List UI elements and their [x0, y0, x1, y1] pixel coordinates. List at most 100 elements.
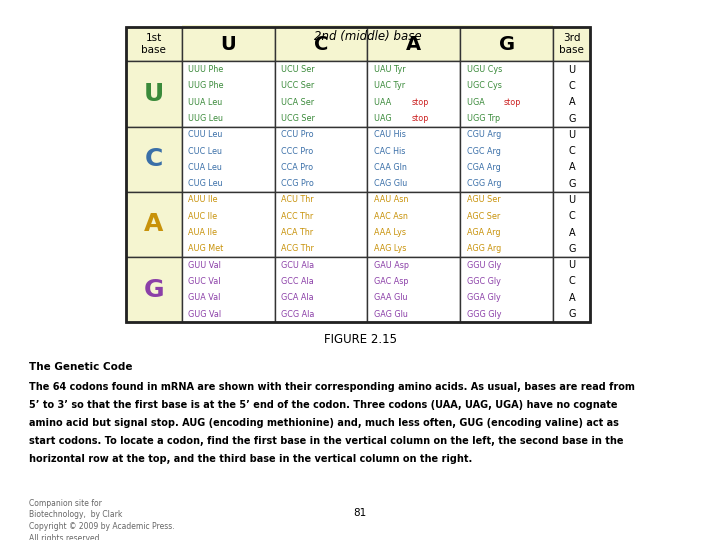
Text: GCA Ala: GCA Ala — [281, 293, 314, 302]
Text: horizontal row at the top, and the third base in the vertical column on the righ: horizontal row at the top, and the third… — [29, 454, 472, 464]
Text: AAG Lys: AAG Lys — [374, 245, 406, 253]
Text: GCC Ala: GCC Ala — [281, 277, 314, 286]
Text: A: A — [569, 293, 575, 303]
Text: U: U — [568, 195, 575, 205]
Text: CAC His: CAC His — [374, 146, 405, 156]
Text: GGU Gly: GGU Gly — [467, 261, 501, 269]
Text: AAU Asn: AAU Asn — [374, 195, 408, 205]
Text: ACA Thr: ACA Thr — [281, 228, 313, 237]
Bar — [460, 257, 553, 322]
Text: GCU Ala: GCU Ala — [281, 261, 314, 269]
Text: C: C — [569, 276, 575, 286]
Text: G: G — [568, 244, 575, 254]
Bar — [181, 27, 274, 62]
Bar — [126, 27, 181, 62]
Bar — [274, 127, 367, 192]
Bar — [367, 62, 460, 127]
Text: The 64 codons found in mRNA are shown with their corresponding amino acids. As u: The 64 codons found in mRNA are shown wi… — [29, 382, 634, 393]
Bar — [460, 62, 553, 127]
Bar — [126, 62, 181, 127]
Text: CAG Glu: CAG Glu — [374, 179, 408, 188]
Bar — [126, 27, 590, 322]
Text: FIGURE 2.15: FIGURE 2.15 — [323, 333, 397, 346]
Text: C: C — [569, 81, 575, 91]
Bar — [181, 192, 274, 257]
Text: GUU Val: GUU Val — [188, 261, 221, 269]
Text: G: G — [568, 309, 575, 319]
Bar — [367, 27, 460, 62]
Text: CCG Pro: CCG Pro — [281, 179, 314, 188]
Text: AAA Lys: AAA Lys — [374, 228, 406, 237]
Text: UGG Trp: UGG Trp — [467, 114, 500, 123]
Text: GUC Val: GUC Val — [188, 277, 221, 286]
Text: GCG Ala: GCG Ala — [281, 309, 315, 319]
Text: start codons. To locate a codon, find the first base in the vertical column on t: start codons. To locate a codon, find th… — [29, 436, 624, 446]
Text: CGU Arg: CGU Arg — [467, 130, 501, 139]
Text: AGA Arg: AGA Arg — [467, 228, 500, 237]
Bar — [367, 192, 460, 257]
Bar — [460, 192, 553, 257]
Bar — [553, 62, 590, 127]
Text: UGC Cys: UGC Cys — [467, 82, 502, 90]
Bar — [367, 127, 460, 192]
Text: Biotechnology,  by Clark: Biotechnology, by Clark — [29, 510, 122, 519]
Text: All rights reserved.: All rights reserved. — [29, 534, 102, 540]
Text: 2nd (middle) base: 2nd (middle) base — [314, 30, 421, 43]
Text: GAU Asp: GAU Asp — [374, 261, 409, 269]
Bar — [126, 192, 181, 257]
Bar — [553, 127, 590, 192]
Text: C: C — [314, 35, 328, 54]
Text: UAA: UAA — [374, 98, 394, 107]
Text: ACC Thr: ACC Thr — [281, 212, 313, 221]
Text: 3rd
base: 3rd base — [559, 33, 584, 55]
Text: U: U — [568, 260, 575, 270]
Bar — [181, 62, 274, 127]
Bar — [460, 127, 553, 192]
Text: stop: stop — [411, 98, 428, 107]
Text: UAU Tyr: UAU Tyr — [374, 65, 405, 74]
Text: CUC Leu: CUC Leu — [188, 146, 222, 156]
Bar — [274, 257, 367, 322]
Text: A: A — [406, 35, 421, 54]
Text: C: C — [569, 146, 575, 156]
Text: CGC Arg: CGC Arg — [467, 146, 500, 156]
Bar — [274, 27, 367, 62]
Bar — [367, 257, 460, 322]
Text: A: A — [569, 227, 575, 238]
Text: GAC Asp: GAC Asp — [374, 277, 408, 286]
Text: ACU Thr: ACU Thr — [281, 195, 314, 205]
Text: CGA Arg: CGA Arg — [467, 163, 500, 172]
Bar — [274, 192, 367, 257]
Text: AAC Asn: AAC Asn — [374, 212, 408, 221]
Text: UUU Phe: UUU Phe — [188, 65, 223, 74]
Text: G: G — [568, 113, 575, 124]
Text: CAA Gln: CAA Gln — [374, 163, 407, 172]
Text: Companion site for: Companion site for — [29, 498, 102, 508]
Text: A: A — [569, 163, 575, 172]
Text: UCA Ser: UCA Ser — [281, 98, 314, 107]
Text: CAU His: CAU His — [374, 130, 406, 139]
Text: CUG Leu: CUG Leu — [188, 179, 223, 188]
Text: UUG Leu: UUG Leu — [188, 114, 223, 123]
Text: GUG Val: GUG Val — [188, 309, 221, 319]
Text: AUG Met: AUG Met — [188, 245, 223, 253]
Text: CCU Pro: CCU Pro — [281, 130, 314, 139]
Text: amino acid but signal stop. AUG (encoding methionine) and, much less often, GUG : amino acid but signal stop. AUG (encodin… — [29, 418, 618, 428]
Text: U: U — [220, 35, 236, 54]
Text: UCG Ser: UCG Ser — [281, 114, 315, 123]
Text: CCA Pro: CCA Pro — [281, 163, 313, 172]
Bar — [181, 257, 274, 322]
Text: Copyright © 2009 by Academic Press.: Copyright © 2009 by Academic Press. — [29, 522, 174, 531]
Text: C: C — [569, 211, 575, 221]
Text: G: G — [568, 179, 575, 188]
Text: AUU Ile: AUU Ile — [188, 195, 217, 205]
Text: CGG Arg: CGG Arg — [467, 179, 501, 188]
Text: GGC Gly: GGC Gly — [467, 277, 500, 286]
Text: UCC Ser: UCC Ser — [281, 82, 315, 90]
Text: UAG: UAG — [374, 114, 394, 123]
Text: AGC Ser: AGC Ser — [467, 212, 500, 221]
Bar — [181, 25, 553, 47]
Bar — [460, 27, 553, 62]
Text: AGG Arg: AGG Arg — [467, 245, 501, 253]
Text: GGG Gly: GGG Gly — [467, 309, 501, 319]
